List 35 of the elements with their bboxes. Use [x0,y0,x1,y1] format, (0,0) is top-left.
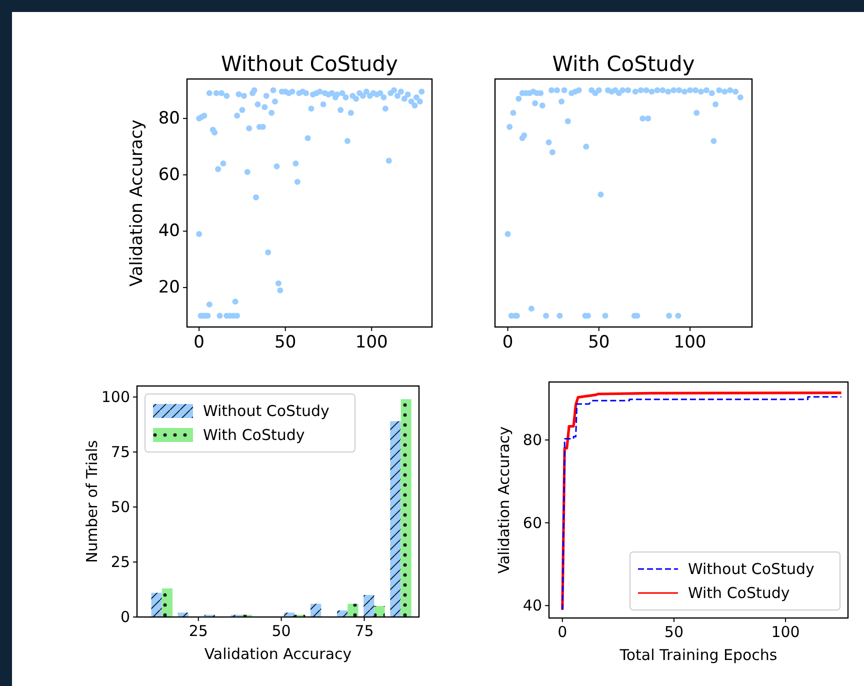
x-tick-label: 0 [194,332,204,353]
y-axis-title: Number of Trials [83,440,101,563]
y-tick-label: 80 [158,108,180,128]
x-tick-label: 50 [664,623,684,641]
y-tick-label: 0 [120,608,130,626]
y-tick-label: 60 [158,164,180,185]
y-axis-title: Validation Accuracy [495,426,513,574]
y-tick-label: 40 [522,596,542,615]
y-tick-label: 75 [110,443,130,461]
legend-label: With CoStudy [203,426,305,444]
legend-label: Without CoStudy [203,402,330,420]
x-tick-label: 100 [771,623,800,641]
y-tick-label: 25 [110,553,130,571]
y-tick-label: 80 [522,430,542,449]
x-tick-label: 25 [188,622,208,640]
x-tick-label: 100 [674,332,706,353]
x-tick-label: 50 [274,332,296,353]
x-tick-label: 50 [588,332,610,353]
y-tick-label: 40 [158,221,180,242]
y-tick-label: 50 [110,498,130,516]
x-tick-label: 100 [355,332,388,353]
chart-title: With CoStudy [552,52,695,76]
y-tick-label: 60 [522,514,542,532]
x-tick-label: 0 [558,623,568,641]
y-axis-title: Validation Accuracy [127,120,147,286]
x-tick-label: 75 [354,622,374,640]
x-tick-label: 0 [502,332,514,353]
legend-label: Without CoStudy [688,560,814,578]
y-tick-label: 20 [158,278,180,298]
x-axis-title: Validation Accuracy [204,645,352,663]
x-tick-label: 50 [272,622,291,640]
chart-title: Without CoStudy [221,52,398,76]
y-tick-label: 100 [101,388,130,406]
legend-label: With CoStudy [688,584,790,602]
x-axis-title: Total Training Epochs [618,646,778,664]
